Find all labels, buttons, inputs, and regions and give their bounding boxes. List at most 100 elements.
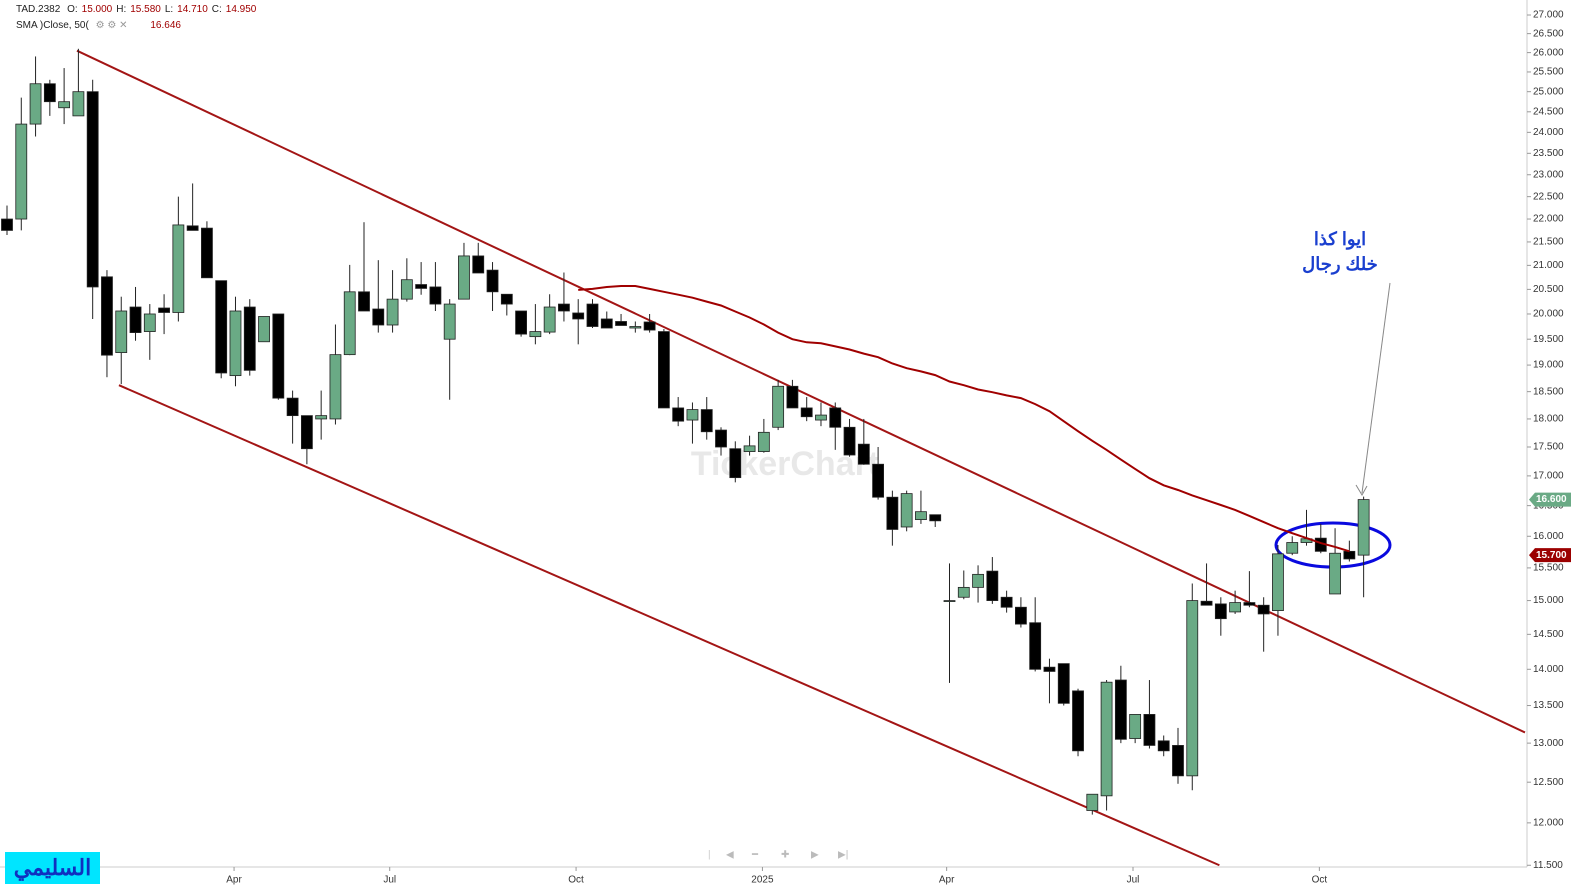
candle-body bbox=[857, 443, 870, 465]
y-tick-label: 17.000 bbox=[1533, 471, 1564, 482]
candle-body bbox=[372, 308, 385, 326]
candle-body bbox=[443, 303, 456, 340]
candle-body bbox=[1100, 681, 1113, 797]
y-tick-label: 24.000 bbox=[1533, 127, 1564, 138]
candle-body bbox=[1172, 745, 1184, 777]
candle-body bbox=[1129, 714, 1142, 739]
y-tick-label: 21.000 bbox=[1533, 260, 1564, 271]
candle-body bbox=[700, 409, 713, 433]
nav-icon[interactable]: ▶ bbox=[811, 850, 819, 861]
y-tick-label: 13.500 bbox=[1533, 700, 1564, 711]
indicator-icons[interactable]: ⚙ ⚙ ✕ bbox=[95, 20, 128, 31]
readout: TAD.2382 O: 15.000 H: 15.580 L: 14.710 C: 14.95… bbox=[16, 4, 264, 15]
candle-body bbox=[900, 493, 913, 528]
candle-body bbox=[472, 255, 485, 274]
candle-body bbox=[586, 303, 599, 327]
candle-body bbox=[1286, 542, 1299, 554]
readout-value: 15.580 bbox=[130, 4, 161, 15]
readout-key: H: bbox=[116, 4, 127, 15]
candle-body bbox=[101, 276, 113, 356]
nav-icon[interactable]: ━ bbox=[751, 850, 759, 861]
candle-body bbox=[158, 307, 170, 313]
symbol: TAD.2382 bbox=[16, 4, 61, 15]
candle-body bbox=[743, 445, 756, 452]
candle-body bbox=[657, 331, 670, 409]
y-tick-label: 26.000 bbox=[1533, 47, 1564, 58]
candle-body bbox=[1086, 793, 1099, 811]
candle-body bbox=[201, 227, 213, 279]
x-tick-label: Apr bbox=[939, 875, 955, 886]
y-tick-label: 11.500 bbox=[1533, 860, 1563, 871]
candle-body bbox=[686, 409, 699, 421]
arrow bbox=[1361, 282, 1391, 494]
candle-body bbox=[1229, 602, 1242, 613]
candle-body bbox=[115, 310, 128, 353]
candle-body bbox=[1243, 602, 1256, 606]
annotation: خلك رجال bbox=[1302, 254, 1378, 275]
y-tick-label: 22.500 bbox=[1533, 191, 1564, 202]
candle-body bbox=[258, 316, 270, 343]
nav-icon[interactable]: ◀ bbox=[726, 850, 734, 861]
candle-body bbox=[572, 312, 585, 320]
candle-body bbox=[429, 286, 442, 305]
candle-body bbox=[1029, 622, 1042, 670]
candle-body bbox=[786, 385, 799, 409]
candle-body bbox=[529, 331, 542, 338]
candle-body bbox=[1057, 663, 1070, 704]
x-tick-label: Oct bbox=[1312, 875, 1328, 886]
candle-body bbox=[229, 310, 242, 377]
y-tick-label: 12.500 bbox=[1533, 777, 1564, 788]
y-tick-label: 21.500 bbox=[1533, 237, 1564, 248]
y-tick-label: 20.000 bbox=[1533, 309, 1564, 320]
y-tick-label: 17.500 bbox=[1533, 442, 1564, 453]
candle-body bbox=[186, 225, 199, 231]
candle-body bbox=[215, 280, 228, 374]
candle-body bbox=[86, 91, 99, 288]
candle-body bbox=[543, 306, 556, 333]
y-tick-label: 26.500 bbox=[1533, 28, 1564, 39]
candle-body bbox=[729, 448, 742, 479]
candle-body bbox=[515, 310, 527, 335]
candle-body bbox=[843, 426, 856, 456]
candle-body bbox=[1, 218, 13, 231]
candle-body bbox=[815, 414, 827, 421]
trendline bbox=[118, 384, 1220, 867]
y-tick-label: 18.500 bbox=[1533, 386, 1564, 397]
candle-body bbox=[300, 415, 313, 450]
y-tick-label: 27.000 bbox=[1533, 10, 1564, 21]
x-tick-label: 2025 bbox=[751, 875, 774, 886]
y-tick-label: 25.500 bbox=[1533, 67, 1564, 78]
candle-body bbox=[1043, 666, 1056, 672]
y-tick-label: 25.000 bbox=[1533, 86, 1564, 97]
y-tick-label: 19.000 bbox=[1533, 360, 1564, 371]
candle-body bbox=[243, 306, 256, 371]
nav-controls[interactable]: | ◀ ━ ✚ ▶ ▶| bbox=[708, 850, 848, 861]
candle-body bbox=[757, 431, 770, 452]
y-tick-label: 23.000 bbox=[1533, 169, 1564, 180]
candle-body bbox=[315, 415, 328, 420]
price-tag bbox=[1529, 548, 1571, 563]
nav-icon[interactable]: ▶| bbox=[838, 850, 848, 861]
candle-body bbox=[43, 83, 56, 103]
candle-body bbox=[58, 101, 71, 109]
x-tick-label: Oct bbox=[568, 875, 584, 886]
candle-body bbox=[329, 354, 342, 420]
readout-value: 14.950 bbox=[225, 4, 257, 15]
x-tick-label: Jul bbox=[1127, 875, 1140, 886]
arrow-head bbox=[1355, 484, 1368, 496]
candle-body bbox=[1015, 606, 1027, 625]
nav-icon[interactable]: ✚ bbox=[781, 850, 789, 861]
candle-body bbox=[1200, 600, 1213, 606]
x-tick-label: Apr bbox=[226, 875, 242, 886]
candle-body bbox=[600, 318, 613, 329]
nav-icon[interactable]: | bbox=[708, 850, 711, 861]
indicator-name: SMA )Close, 50( bbox=[16, 20, 89, 31]
candle-body bbox=[1157, 740, 1170, 752]
candle-body bbox=[1272, 553, 1284, 611]
price-tag-label: 15.700 bbox=[1536, 550, 1567, 561]
candle-body bbox=[800, 407, 813, 418]
author-badge: السليمي bbox=[5, 852, 100, 884]
candle-body bbox=[143, 313, 156, 332]
